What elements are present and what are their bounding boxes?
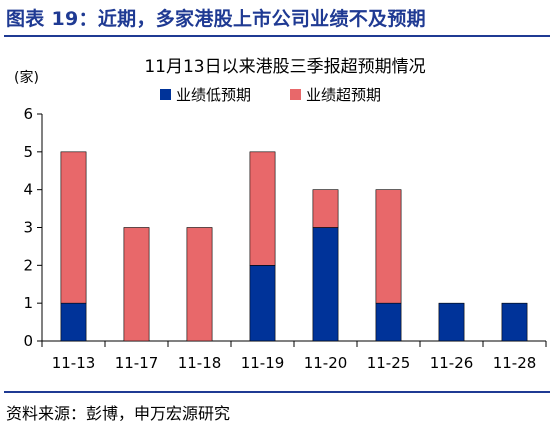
bar-segment-above-expectations [123, 227, 150, 342]
bar-segment-below-expectations [312, 227, 339, 342]
x-tick-label: 11-20 [304, 354, 348, 372]
stacked-bar-chart: 11月13日以来港股三季报超预期情况 (家) 业绩低预期 业绩超预期 0 1 2 3 4 5… [14, 57, 547, 372]
y-axis: 0 1 2 3 4 5 6 [23, 105, 43, 350]
y-tick-label: 4 [23, 181, 33, 199]
bar-segment-below-expectations [375, 302, 402, 342]
legend-item: 业绩超预期 [290, 86, 381, 104]
bar-segment-above-expectations [249, 151, 276, 266]
source-note: 资料来源：彭博，申万宏源研究 [6, 404, 231, 423]
bar-segment-above-expectations [375, 189, 402, 304]
bars [60, 151, 528, 342]
chart-title: 11月13日以来港股三季报超预期情况 [144, 57, 425, 77]
legend-label: 业绩低预期 [176, 86, 251, 104]
x-tick-label: 11-25 [367, 354, 411, 372]
x-tick-label: 11-18 [178, 354, 222, 372]
y-tick-label: 5 [23, 143, 33, 161]
x-tick-label: 11-17 [115, 354, 159, 372]
x-tick-label: 11-19 [241, 354, 285, 372]
bar-segment-above-expectations [60, 151, 87, 304]
bar-segment-above-expectations [186, 227, 213, 342]
bar-segment-above-expectations [312, 189, 339, 228]
legend-label: 业绩超预期 [306, 86, 381, 104]
legend-swatch [160, 89, 171, 100]
bar-segment-below-expectations [60, 302, 87, 342]
source-divider [4, 391, 550, 393]
y-tick-label: 6 [23, 105, 33, 123]
bar-segment-below-expectations [501, 302, 528, 342]
figure-title: 图表 19：近期，多家港股上市公司业绩不及预期 [6, 8, 426, 30]
y-tick-label: 0 [23, 332, 33, 350]
x-tick-label: 11-28 [493, 354, 537, 372]
title-divider [4, 35, 550, 37]
bar-segment-below-expectations [249, 265, 276, 342]
y-tick-label: 1 [23, 294, 33, 312]
legend: 业绩低预期 业绩超预期 [160, 86, 381, 104]
bar-segment-below-expectations [438, 302, 465, 342]
y-tick-label: 2 [23, 256, 33, 274]
x-axis: 11-13 11-17 11-18 11-19 11-20 11-25 11-26 11-28 [41, 340, 547, 372]
y-unit-label: (家) [14, 69, 39, 86]
legend-item: 业绩低预期 [160, 86, 251, 104]
y-tick-label: 3 [23, 219, 33, 237]
x-tick-label: 11-26 [430, 354, 474, 372]
x-tick-label: 11-13 [52, 354, 96, 372]
legend-swatch [290, 89, 301, 100]
